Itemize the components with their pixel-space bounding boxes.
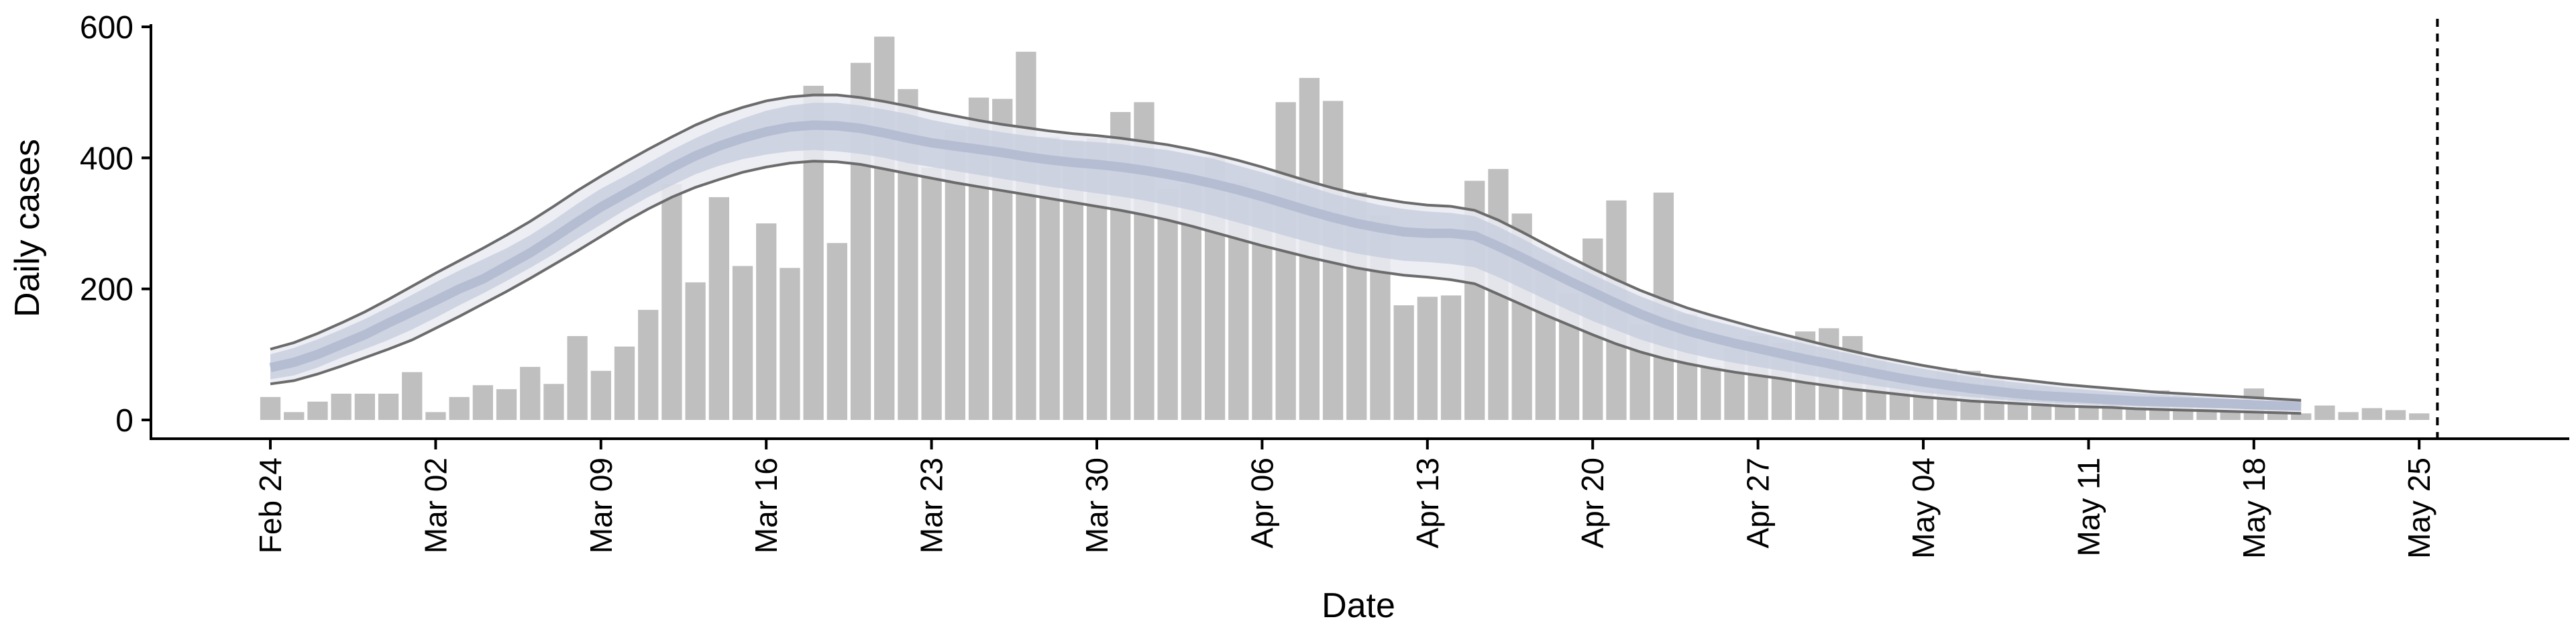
case-bar bbox=[2291, 413, 2312, 420]
x-tick-label: Mar 16 bbox=[749, 458, 784, 553]
case-bar bbox=[520, 366, 541, 420]
case-bar bbox=[2220, 412, 2241, 420]
case-bar bbox=[331, 393, 352, 420]
case-bar bbox=[307, 401, 328, 420]
case-bar bbox=[402, 372, 423, 420]
case-bar bbox=[284, 412, 305, 420]
estimate-lower-line bbox=[270, 160, 2302, 415]
case-bar bbox=[874, 36, 895, 421]
case-bar bbox=[1157, 189, 1178, 420]
case-bar bbox=[921, 168, 942, 420]
x-tick-label: Apr 06 bbox=[1244, 458, 1279, 549]
case-bar bbox=[2409, 413, 2430, 420]
case-bar bbox=[708, 197, 729, 420]
y-tick-label: 0 bbox=[115, 403, 133, 439]
x-tick-label: May 04 bbox=[1906, 458, 1941, 559]
case-bar bbox=[732, 266, 753, 420]
x-tick-label: Feb 24 bbox=[253, 458, 288, 553]
x-tick-label: Mar 02 bbox=[418, 458, 453, 553]
case-bar bbox=[496, 389, 517, 420]
x-axis-label: Date bbox=[1322, 586, 1395, 625]
case-bar bbox=[1440, 295, 1462, 420]
x-tick-label: May 11 bbox=[2071, 458, 2106, 556]
case-bar bbox=[590, 370, 611, 421]
case-bar bbox=[661, 184, 682, 420]
y-axis-label: Daily cases bbox=[8, 139, 47, 317]
x-tick-label: May 25 bbox=[2402, 458, 2436, 559]
y-tick-label: 400 bbox=[80, 141, 133, 176]
case-bar bbox=[449, 396, 470, 420]
case-bar bbox=[826, 243, 847, 420]
case-bar bbox=[543, 384, 564, 420]
case-bar bbox=[2361, 408, 2382, 420]
case-bar bbox=[638, 309, 659, 420]
case-bar bbox=[260, 396, 281, 420]
estimate-median-band bbox=[269, 120, 2302, 411]
estimate-lines-layer bbox=[270, 93, 2302, 415]
case-bar bbox=[1016, 52, 1036, 421]
case-bar bbox=[1275, 102, 1296, 421]
x-tick-label: Apr 27 bbox=[1741, 458, 1776, 549]
case-bar bbox=[2338, 412, 2359, 420]
estimate-band-layer bbox=[269, 95, 2302, 414]
x-tick-label: Mar 23 bbox=[914, 458, 949, 553]
y-tick-label: 200 bbox=[80, 272, 133, 308]
case-bar bbox=[2314, 405, 2335, 420]
case-bar bbox=[2385, 410, 2406, 420]
y-tick-label: 600 bbox=[80, 10, 133, 46]
case-bar bbox=[614, 346, 635, 420]
case-bar bbox=[756, 223, 777, 420]
case-bar bbox=[685, 282, 706, 420]
case-bar bbox=[780, 268, 800, 420]
x-tick-label: May 18 bbox=[2237, 458, 2271, 559]
case-bar bbox=[354, 393, 375, 420]
axes-layer: 0 200 400 600 Feb 24 Mar 02 Mar 09 Mar 16 Mar 23… bbox=[80, 10, 2569, 559]
x-tick-label: Apr 20 bbox=[1575, 458, 1610, 549]
case-bar bbox=[1393, 305, 1414, 420]
estimate-upper-line bbox=[270, 93, 2302, 402]
x-tick-label: Mar 30 bbox=[1079, 458, 1114, 553]
case-bar bbox=[567, 336, 588, 420]
case-bar bbox=[425, 412, 446, 420]
x-tick-label: Apr 13 bbox=[1410, 458, 1445, 549]
case-bar bbox=[472, 385, 493, 420]
case-bar bbox=[378, 393, 399, 420]
case-bar bbox=[1701, 366, 1721, 420]
x-tick-label: Mar 09 bbox=[584, 458, 619, 553]
case-bar bbox=[1417, 297, 1438, 420]
